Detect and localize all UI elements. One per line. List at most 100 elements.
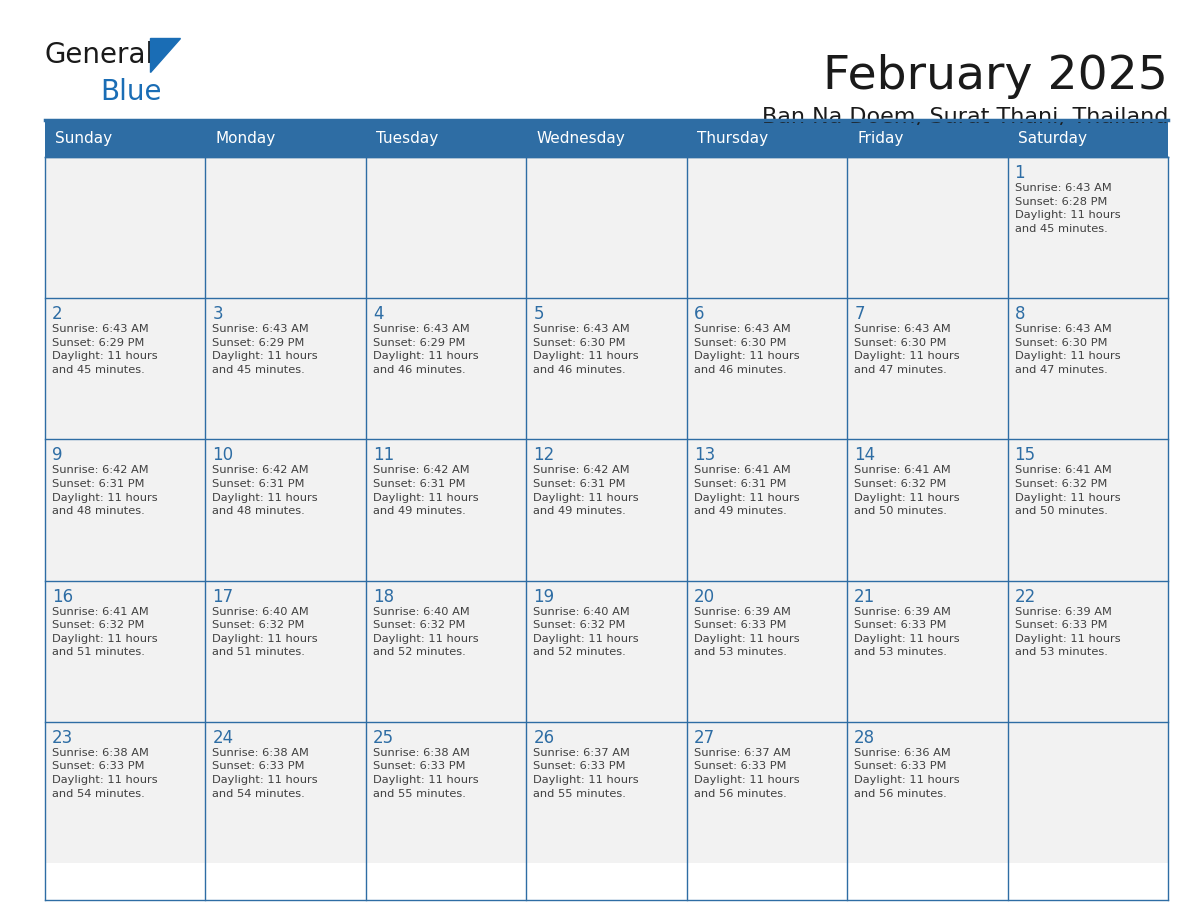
Text: Blue: Blue <box>100 78 162 106</box>
Text: 23: 23 <box>52 729 74 747</box>
Bar <box>687 440 847 580</box>
Bar <box>1007 580 1168 722</box>
Text: Sunrise: 6:43 AM
Sunset: 6:30 PM
Daylight: 11 hours
and 46 minutes.: Sunrise: 6:43 AM Sunset: 6:30 PM Dayligh… <box>694 324 800 375</box>
Bar <box>847 157 1007 298</box>
Text: Saturday: Saturday <box>1018 131 1087 146</box>
Text: February 2025: February 2025 <box>823 54 1168 99</box>
Text: Sunrise: 6:41 AM
Sunset: 6:31 PM
Daylight: 11 hours
and 49 minutes.: Sunrise: 6:41 AM Sunset: 6:31 PM Dayligh… <box>694 465 800 516</box>
Text: Sunrise: 6:43 AM
Sunset: 6:30 PM
Daylight: 11 hours
and 47 minutes.: Sunrise: 6:43 AM Sunset: 6:30 PM Dayligh… <box>854 324 960 375</box>
Bar <box>206 298 366 440</box>
Text: Sunrise: 6:36 AM
Sunset: 6:33 PM
Daylight: 11 hours
and 56 minutes.: Sunrise: 6:36 AM Sunset: 6:33 PM Dayligh… <box>854 748 960 799</box>
Bar <box>45 157 206 298</box>
Bar <box>687 298 847 440</box>
Bar <box>366 157 526 298</box>
Text: 5: 5 <box>533 305 544 323</box>
Bar <box>45 440 206 580</box>
Bar <box>206 722 366 863</box>
Bar <box>1007 722 1168 863</box>
Bar <box>847 298 1007 440</box>
Text: 8: 8 <box>1015 305 1025 323</box>
Text: 18: 18 <box>373 588 394 606</box>
Text: 12: 12 <box>533 446 555 465</box>
Text: Sunrise: 6:38 AM
Sunset: 6:33 PM
Daylight: 11 hours
and 54 minutes.: Sunrise: 6:38 AM Sunset: 6:33 PM Dayligh… <box>213 748 318 799</box>
Text: Sunrise: 6:43 AM
Sunset: 6:28 PM
Daylight: 11 hours
and 45 minutes.: Sunrise: 6:43 AM Sunset: 6:28 PM Dayligh… <box>1015 183 1120 234</box>
Text: Sunrise: 6:38 AM
Sunset: 6:33 PM
Daylight: 11 hours
and 55 minutes.: Sunrise: 6:38 AM Sunset: 6:33 PM Dayligh… <box>373 748 479 799</box>
Text: Sunrise: 6:43 AM
Sunset: 6:29 PM
Daylight: 11 hours
and 45 minutes.: Sunrise: 6:43 AM Sunset: 6:29 PM Dayligh… <box>52 324 158 375</box>
Text: Monday: Monday <box>215 131 276 146</box>
Bar <box>526 157 687 298</box>
Text: 27: 27 <box>694 729 715 747</box>
Bar <box>45 580 206 722</box>
Text: 10: 10 <box>213 446 234 465</box>
Text: Sunrise: 6:42 AM
Sunset: 6:31 PM
Daylight: 11 hours
and 49 minutes.: Sunrise: 6:42 AM Sunset: 6:31 PM Dayligh… <box>373 465 479 516</box>
Bar <box>1007 157 1168 298</box>
Text: Sunrise: 6:41 AM
Sunset: 6:32 PM
Daylight: 11 hours
and 51 minutes.: Sunrise: 6:41 AM Sunset: 6:32 PM Dayligh… <box>52 607 158 657</box>
Bar <box>1007 298 1168 440</box>
Bar <box>687 157 847 298</box>
Bar <box>1007 440 1168 580</box>
Text: 22: 22 <box>1015 588 1036 606</box>
Bar <box>847 722 1007 863</box>
Text: 9: 9 <box>52 446 63 465</box>
Text: Sunrise: 6:43 AM
Sunset: 6:30 PM
Daylight: 11 hours
and 46 minutes.: Sunrise: 6:43 AM Sunset: 6:30 PM Dayligh… <box>533 324 639 375</box>
Bar <box>526 580 687 722</box>
Bar <box>206 440 366 580</box>
Text: 1: 1 <box>1015 164 1025 182</box>
Text: Sunrise: 6:39 AM
Sunset: 6:33 PM
Daylight: 11 hours
and 53 minutes.: Sunrise: 6:39 AM Sunset: 6:33 PM Dayligh… <box>1015 607 1120 657</box>
Text: 15: 15 <box>1015 446 1036 465</box>
Text: Tuesday: Tuesday <box>375 131 438 146</box>
Text: 14: 14 <box>854 446 876 465</box>
Text: Sunrise: 6:43 AM
Sunset: 6:29 PM
Daylight: 11 hours
and 46 minutes.: Sunrise: 6:43 AM Sunset: 6:29 PM Dayligh… <box>373 324 479 375</box>
Bar <box>45 298 206 440</box>
Bar <box>526 722 687 863</box>
Text: 7: 7 <box>854 305 865 323</box>
Text: 4: 4 <box>373 305 384 323</box>
Text: 16: 16 <box>52 588 74 606</box>
Text: 2: 2 <box>52 305 63 323</box>
Bar <box>45 722 206 863</box>
Bar <box>366 722 526 863</box>
Bar <box>526 298 687 440</box>
Bar <box>206 157 366 298</box>
Text: Wednesday: Wednesday <box>536 131 625 146</box>
Text: 17: 17 <box>213 588 234 606</box>
Bar <box>687 580 847 722</box>
Bar <box>526 440 687 580</box>
Text: Sunrise: 6:42 AM
Sunset: 6:31 PM
Daylight: 11 hours
and 48 minutes.: Sunrise: 6:42 AM Sunset: 6:31 PM Dayligh… <box>52 465 158 516</box>
Bar <box>366 580 526 722</box>
Text: Sunrise: 6:41 AM
Sunset: 6:32 PM
Daylight: 11 hours
and 50 minutes.: Sunrise: 6:41 AM Sunset: 6:32 PM Dayligh… <box>854 465 960 516</box>
Text: Sunrise: 6:42 AM
Sunset: 6:31 PM
Daylight: 11 hours
and 49 minutes.: Sunrise: 6:42 AM Sunset: 6:31 PM Dayligh… <box>533 465 639 516</box>
Text: 3: 3 <box>213 305 223 323</box>
Text: Sunday: Sunday <box>55 131 112 146</box>
Text: 26: 26 <box>533 729 555 747</box>
Text: 28: 28 <box>854 729 876 747</box>
Bar <box>45 120 1168 157</box>
Text: Sunrise: 6:37 AM
Sunset: 6:33 PM
Daylight: 11 hours
and 56 minutes.: Sunrise: 6:37 AM Sunset: 6:33 PM Dayligh… <box>694 748 800 799</box>
Bar <box>366 440 526 580</box>
Text: 11: 11 <box>373 446 394 465</box>
Text: Sunrise: 6:40 AM
Sunset: 6:32 PM
Daylight: 11 hours
and 52 minutes.: Sunrise: 6:40 AM Sunset: 6:32 PM Dayligh… <box>533 607 639 657</box>
Text: Sunrise: 6:41 AM
Sunset: 6:32 PM
Daylight: 11 hours
and 50 minutes.: Sunrise: 6:41 AM Sunset: 6:32 PM Dayligh… <box>1015 465 1120 516</box>
Text: 20: 20 <box>694 588 715 606</box>
Text: Sunrise: 6:43 AM
Sunset: 6:29 PM
Daylight: 11 hours
and 45 minutes.: Sunrise: 6:43 AM Sunset: 6:29 PM Dayligh… <box>213 324 318 375</box>
Text: 19: 19 <box>533 588 555 606</box>
Text: Sunrise: 6:43 AM
Sunset: 6:30 PM
Daylight: 11 hours
and 47 minutes.: Sunrise: 6:43 AM Sunset: 6:30 PM Dayligh… <box>1015 324 1120 375</box>
Text: General: General <box>45 41 154 69</box>
Text: 24: 24 <box>213 729 234 747</box>
Polygon shape <box>150 38 181 72</box>
Text: Sunrise: 6:37 AM
Sunset: 6:33 PM
Daylight: 11 hours
and 55 minutes.: Sunrise: 6:37 AM Sunset: 6:33 PM Dayligh… <box>533 748 639 799</box>
Text: 25: 25 <box>373 729 394 747</box>
Text: Sunrise: 6:40 AM
Sunset: 6:32 PM
Daylight: 11 hours
and 51 minutes.: Sunrise: 6:40 AM Sunset: 6:32 PM Dayligh… <box>213 607 318 657</box>
Text: Sunrise: 6:39 AM
Sunset: 6:33 PM
Daylight: 11 hours
and 53 minutes.: Sunrise: 6:39 AM Sunset: 6:33 PM Dayligh… <box>694 607 800 657</box>
Text: Sunrise: 6:42 AM
Sunset: 6:31 PM
Daylight: 11 hours
and 48 minutes.: Sunrise: 6:42 AM Sunset: 6:31 PM Dayligh… <box>213 465 318 516</box>
Bar <box>366 298 526 440</box>
Text: Thursday: Thursday <box>696 131 767 146</box>
Text: 21: 21 <box>854 588 876 606</box>
Text: 6: 6 <box>694 305 704 323</box>
Bar <box>847 580 1007 722</box>
Text: Sunrise: 6:39 AM
Sunset: 6:33 PM
Daylight: 11 hours
and 53 minutes.: Sunrise: 6:39 AM Sunset: 6:33 PM Dayligh… <box>854 607 960 657</box>
Text: Ban Na Doem, Surat Thani, Thailand: Ban Na Doem, Surat Thani, Thailand <box>762 107 1168 127</box>
Bar <box>206 580 366 722</box>
Text: Friday: Friday <box>858 131 904 146</box>
Bar <box>687 722 847 863</box>
